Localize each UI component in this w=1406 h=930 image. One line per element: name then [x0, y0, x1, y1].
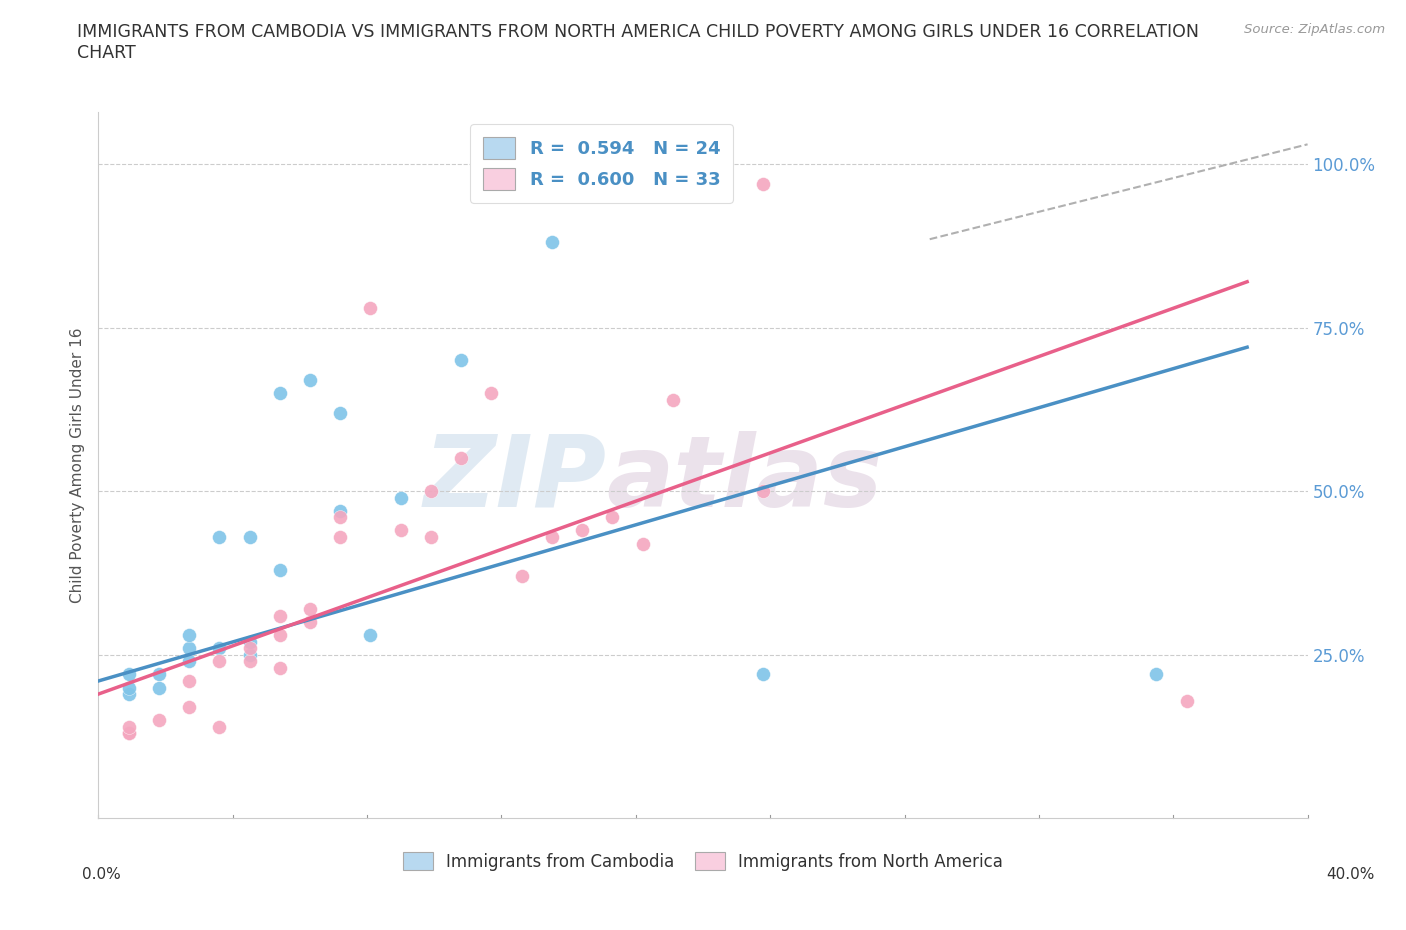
Point [179, 641, 201, 656]
Point [118, 726, 141, 741]
Point [450, 451, 472, 466]
Point [389, 490, 412, 505]
Point [299, 602, 322, 617]
Point [752, 176, 775, 191]
Point [269, 660, 291, 675]
Point [269, 386, 291, 401]
Point [118, 686, 141, 701]
Point [118, 667, 141, 682]
Point [450, 352, 472, 367]
Point [269, 608, 291, 623]
Point [540, 235, 562, 250]
Point [239, 654, 262, 669]
Point [208, 719, 231, 734]
Point [269, 563, 291, 578]
Point [179, 654, 201, 669]
Text: 40.0%: 40.0% [1327, 867, 1375, 882]
Point [118, 719, 141, 734]
Y-axis label: Child Poverty Among Girls Under 16: Child Poverty Among Girls Under 16 [69, 327, 84, 603]
Point [239, 647, 262, 662]
Point [752, 484, 775, 498]
Point [329, 503, 352, 518]
Point [360, 300, 382, 315]
Point [571, 523, 593, 538]
Point [148, 667, 170, 682]
Point [148, 712, 170, 727]
Legend: Immigrants from Cambodia, Immigrants from North America: Immigrants from Cambodia, Immigrants fro… [396, 845, 1010, 877]
Point [510, 569, 533, 584]
Point [661, 392, 683, 407]
Point [239, 634, 262, 649]
Point [208, 641, 231, 656]
Point [420, 484, 443, 498]
Point [118, 726, 141, 741]
Point [329, 529, 352, 544]
Point [540, 529, 562, 544]
Point [692, 176, 714, 191]
Point [179, 699, 201, 714]
Point [631, 536, 654, 551]
Point [299, 615, 322, 630]
Text: IMMIGRANTS FROM CAMBODIA VS IMMIGRANTS FROM NORTH AMERICA CHILD POVERTY AMONG GI: IMMIGRANTS FROM CAMBODIA VS IMMIGRANTS F… [77, 23, 1199, 62]
Point [179, 628, 201, 643]
Text: atlas: atlas [606, 431, 883, 527]
Point [118, 680, 141, 695]
Point [602, 510, 624, 525]
Point [269, 628, 291, 643]
Text: Source: ZipAtlas.com: Source: ZipAtlas.com [1244, 23, 1385, 36]
Point [299, 373, 322, 388]
Point [1144, 667, 1167, 682]
Point [208, 654, 231, 669]
Point [239, 641, 262, 656]
Text: 0.0%: 0.0% [82, 867, 121, 882]
Point [1175, 693, 1198, 708]
Point [179, 673, 201, 688]
Point [329, 510, 352, 525]
Point [420, 529, 443, 544]
Point [389, 523, 412, 538]
Point [360, 628, 382, 643]
Point [481, 386, 503, 401]
Point [208, 529, 231, 544]
Text: ZIP: ZIP [423, 431, 606, 527]
Point [329, 405, 352, 420]
Point [752, 667, 775, 682]
Point [239, 529, 262, 544]
Point [148, 680, 170, 695]
